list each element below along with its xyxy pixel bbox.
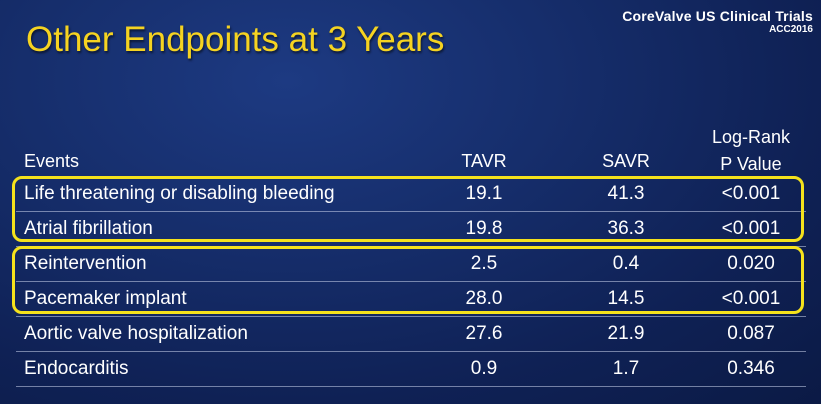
- savr-value: 21.9: [607, 323, 645, 344]
- p-value: <0.001: [721, 183, 781, 204]
- p-value: 0.087: [727, 323, 775, 344]
- header-pvalue: Log-Rank P Value: [701, 124, 801, 178]
- slide-title: Other Endpoints at 3 Years: [26, 20, 445, 59]
- p-value: <0.001: [721, 218, 781, 239]
- savr-value: 14.5: [607, 288, 645, 309]
- header-pvalue-line1: Log-Rank: [711, 127, 791, 147]
- brand-conference: ACC2016: [769, 24, 813, 36]
- header-pvalue-line2: P Value: [720, 154, 782, 174]
- tavr-value: 27.6: [465, 323, 503, 344]
- p-value: <0.001: [721, 288, 781, 309]
- event-name: Atrial fibrillation: [24, 218, 153, 239]
- table-row: Aortic valve hospitalization 27.6 21.9 0…: [16, 317, 806, 352]
- brand-block: CoreValve US Clinical Trials ACC2016: [622, 8, 813, 36]
- tavr-value: 28.0: [465, 288, 503, 309]
- event-name: Aortic valve hospitalization: [24, 323, 248, 344]
- header-tavr: TAVR: [461, 151, 507, 171]
- tavr-value: 0.9: [470, 358, 498, 379]
- p-value: 0.346: [727, 358, 775, 379]
- tavr-value: 19.1: [465, 183, 503, 204]
- header-savr: SAVR: [602, 151, 650, 171]
- highlight-box-reintervention-pacemaker: [12, 246, 804, 314]
- event-name: Endocarditis: [24, 358, 129, 379]
- event-name: Pacemaker implant: [24, 288, 187, 309]
- table-row: Reintervention 2.5 0.4 0.020: [16, 247, 806, 282]
- table-row: Life threatening or disabling bleeding 1…: [16, 177, 806, 212]
- table-row: Endocarditis 0.9 1.7 0.346: [16, 352, 806, 387]
- highlight-box-bleeding-afib: [12, 176, 804, 242]
- savr-value: 41.3: [607, 183, 645, 204]
- tavr-value: 19.8: [465, 218, 503, 239]
- savr-value: 0.4: [612, 253, 640, 274]
- event-name: Reintervention: [24, 253, 147, 274]
- table-row: Pacemaker implant 28.0 14.5 <0.001: [16, 282, 806, 317]
- p-value: 0.020: [727, 253, 775, 274]
- savr-value: 36.3: [607, 218, 645, 239]
- savr-value: 1.7: [612, 358, 640, 379]
- header-events: Events: [24, 151, 80, 171]
- tavr-value: 2.5: [470, 253, 498, 274]
- event-name: Life threatening or disabling bleeding: [24, 183, 335, 204]
- table-body: Life threatening or disabling bleeding 1…: [16, 177, 806, 387]
- brand-name: CoreValve US Clinical Trials: [622, 8, 813, 24]
